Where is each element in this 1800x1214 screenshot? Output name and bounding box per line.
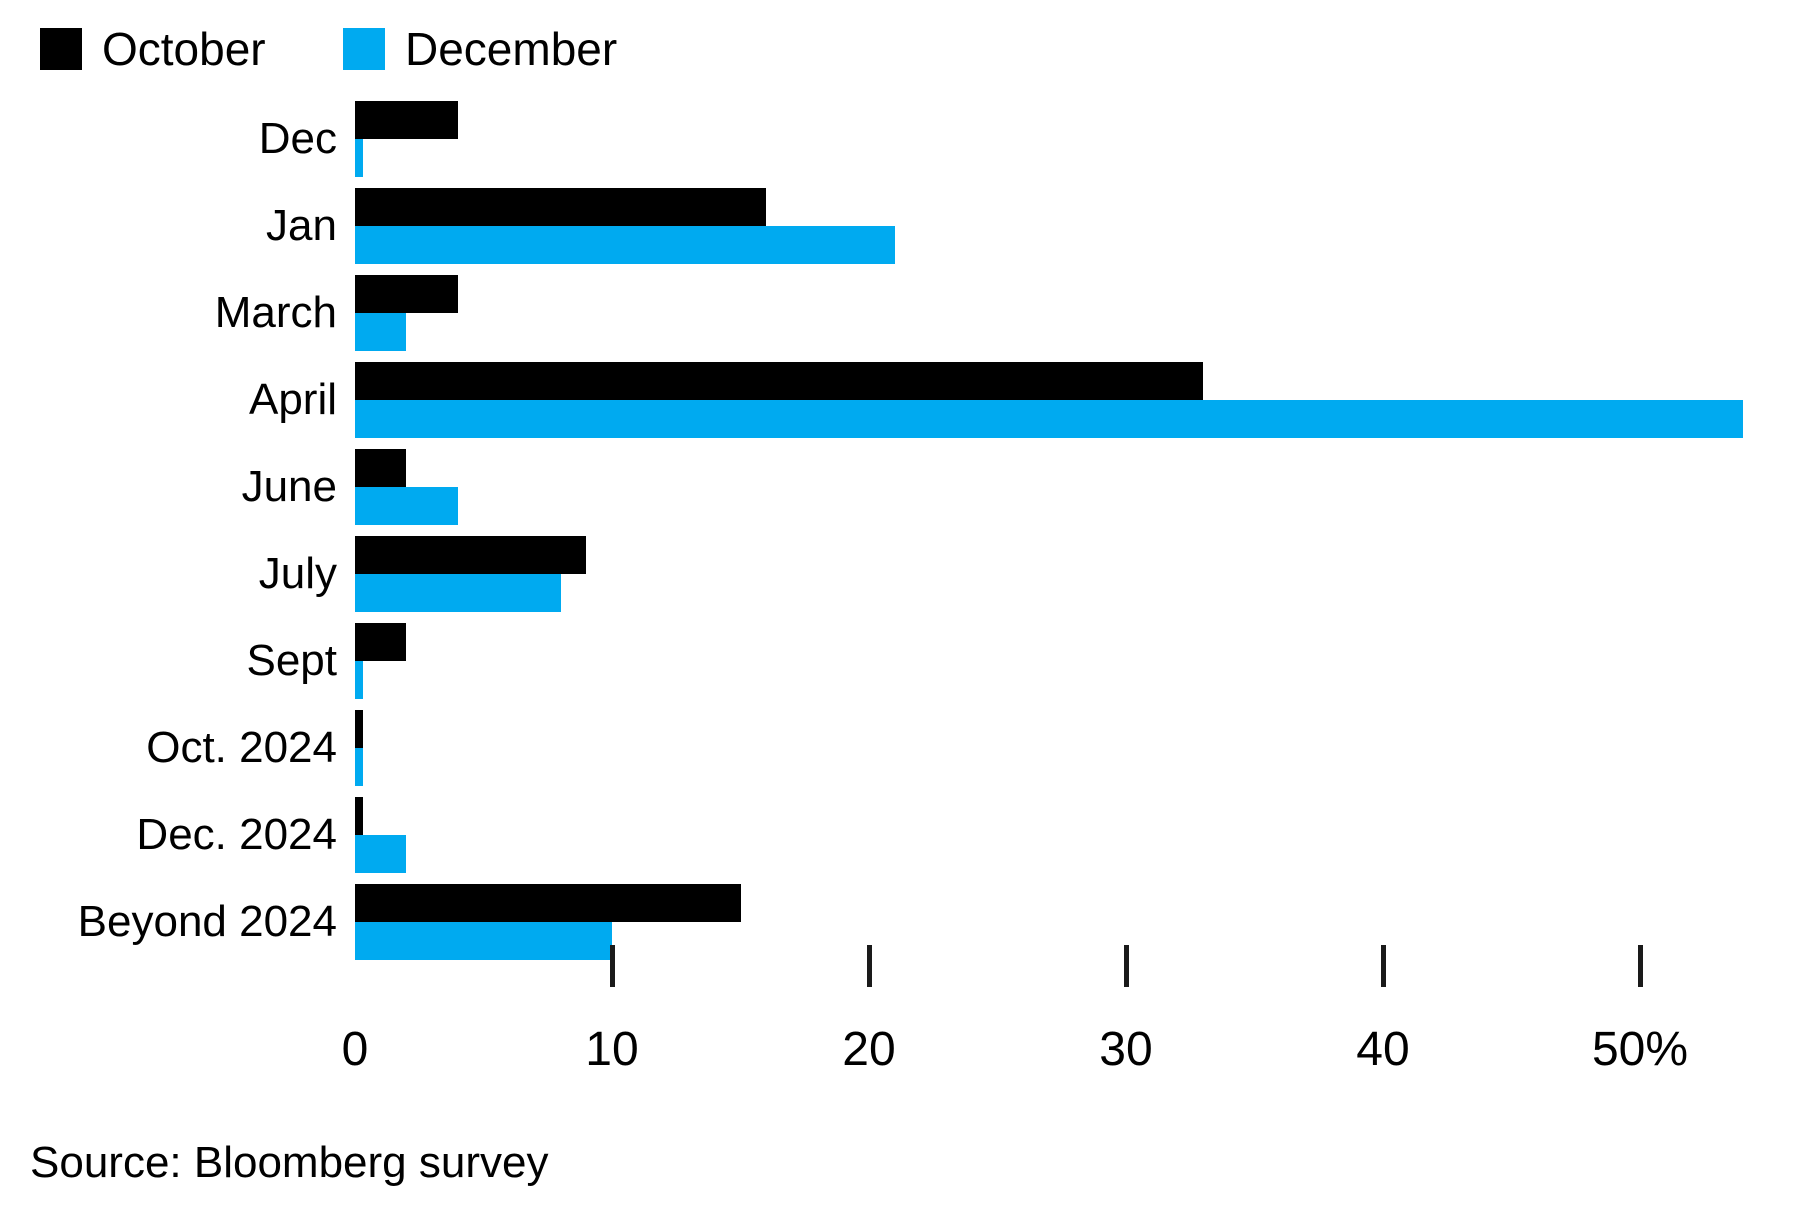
- legend-label-october: October: [102, 23, 266, 75]
- bar-october-sept: [355, 623, 407, 661]
- x-axis-tick-20: [867, 945, 872, 987]
- bar-december-july: [355, 574, 561, 612]
- legend-swatch-december: [343, 28, 385, 70]
- bar-october-oct-2024: [355, 710, 363, 748]
- source-note: Source: Bloomberg survey: [30, 1138, 549, 1187]
- legend-swatch-october: [40, 28, 82, 70]
- x-axis-label-10: 10: [585, 1023, 639, 1076]
- category-label: Dec. 2024: [136, 810, 337, 859]
- bar-october-april: [355, 362, 1204, 400]
- category-label: Jan: [266, 201, 337, 250]
- legend: October December: [0, 0, 1800, 90]
- bar-october-dec: [355, 101, 458, 139]
- bar-december-march: [355, 313, 407, 351]
- category-label: Sept: [246, 636, 337, 685]
- bar-october-dec-2024: [355, 797, 363, 835]
- bar-december-beyond-2024: [355, 922, 612, 960]
- category-label: Oct. 2024: [146, 723, 337, 772]
- legend-label-december: December: [405, 23, 618, 75]
- bar-october-jan: [355, 188, 767, 226]
- x-axis-label-50: 50%: [1591, 1023, 1689, 1076]
- bar-december-april: [355, 400, 1743, 438]
- category-label: April: [248, 375, 337, 424]
- category-label: March: [214, 288, 337, 337]
- bar-december-dec-2024: [355, 835, 407, 873]
- x-axis-label-20: 20: [842, 1023, 896, 1076]
- bar-december-oct-2024: [355, 748, 363, 786]
- bar-december-sept: [355, 661, 363, 699]
- bar-october-march: [355, 275, 458, 313]
- category-label: July: [258, 549, 337, 598]
- category-label: June: [241, 462, 337, 511]
- x-axis-label-30: 30: [1099, 1023, 1153, 1076]
- bar-october-beyond-2024: [355, 884, 741, 922]
- bar-october-june: [355, 449, 407, 487]
- x-axis-label-0: 0: [341, 1023, 369, 1076]
- x-axis-tick-10: [610, 945, 615, 987]
- x-axis-tick-40: [1381, 945, 1386, 987]
- bar-october-july: [355, 536, 587, 574]
- category-label: Beyond 2024: [77, 897, 337, 946]
- bar-december-dec: [355, 139, 363, 177]
- x-axis-tick-30: [1124, 945, 1129, 987]
- bar-december-jan: [355, 226, 895, 264]
- x-axis-tick-50: [1638, 945, 1643, 987]
- bar-december-june: [355, 487, 458, 525]
- category-label: Dec: [258, 114, 337, 163]
- x-axis-label-40: 40: [1356, 1023, 1410, 1076]
